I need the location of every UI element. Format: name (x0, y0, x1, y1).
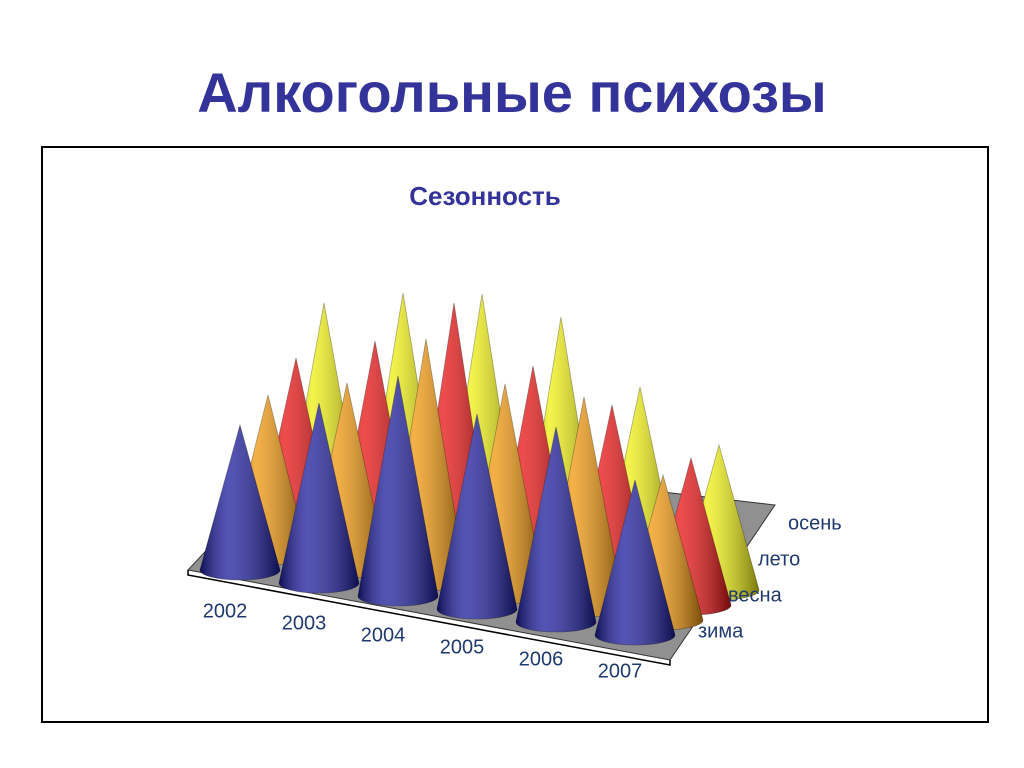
cone-shade (200, 425, 280, 580)
floor-edge (187, 570, 671, 666)
cone-shade (358, 376, 438, 606)
chart-title: Сезонность (409, 181, 561, 211)
x-tick-label: 2007 (598, 660, 643, 682)
cone (199, 423, 281, 581)
cone (357, 375, 439, 607)
cone (278, 402, 360, 594)
x-tick-label: 2002 (203, 600, 248, 622)
x-tick-label: 2003 (282, 612, 327, 634)
cone-shade (437, 414, 517, 619)
series-label: осень (788, 512, 842, 534)
cone-shade (595, 480, 675, 645)
slide-title: Алкогольные психозы (197, 61, 827, 124)
series-label: зима (698, 620, 744, 642)
x-tick-label: 2004 (361, 624, 406, 646)
series-label: лето (758, 548, 800, 570)
x-tick-label: 2006 (519, 648, 564, 670)
series-label: весна (728, 584, 783, 606)
cone (436, 413, 518, 620)
cone-shade (279, 403, 359, 593)
cone (594, 479, 676, 646)
cone (515, 426, 597, 633)
cone-shade (516, 427, 596, 632)
x-tick-label: 2005 (440, 636, 485, 658)
